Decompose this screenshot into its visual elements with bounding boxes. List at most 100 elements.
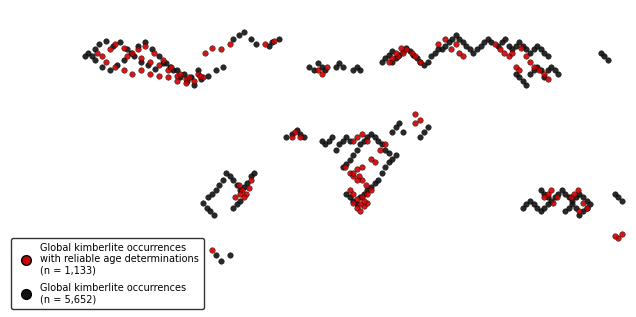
Point <box>225 42 235 47</box>
Point <box>370 181 380 186</box>
Point <box>504 43 514 48</box>
Point <box>181 80 191 85</box>
Point <box>511 64 521 69</box>
Point <box>207 191 217 196</box>
Point <box>444 40 454 45</box>
Point <box>154 54 164 59</box>
Point <box>349 191 359 196</box>
Point <box>175 75 185 80</box>
Point <box>154 73 164 78</box>
Point <box>567 198 577 203</box>
Point <box>539 71 550 76</box>
Point <box>574 212 584 217</box>
Point <box>216 47 226 52</box>
Point <box>136 68 146 73</box>
Point <box>408 52 418 57</box>
Point <box>412 55 422 61</box>
Point <box>165 64 175 69</box>
Point <box>341 191 351 196</box>
Point <box>136 55 146 61</box>
Point <box>404 49 415 54</box>
Point <box>244 186 254 191</box>
Point <box>299 135 309 140</box>
Point <box>571 205 581 210</box>
Point <box>380 55 391 61</box>
Point <box>522 202 532 207</box>
Point <box>166 64 176 69</box>
Point <box>529 68 539 73</box>
Point <box>320 68 330 73</box>
Point <box>83 50 93 55</box>
Point <box>182 79 192 84</box>
Point <box>104 47 114 52</box>
Point <box>476 43 486 48</box>
Point <box>525 50 535 55</box>
Point <box>518 79 528 84</box>
Point <box>232 202 242 207</box>
Point <box>334 61 344 66</box>
Point <box>349 200 359 205</box>
Point <box>396 45 406 50</box>
Point <box>543 191 553 196</box>
Point <box>126 50 136 55</box>
Point <box>228 36 238 41</box>
Point <box>349 170 359 175</box>
Point <box>163 68 173 73</box>
Point <box>359 204 369 209</box>
Point <box>356 195 366 200</box>
Point <box>225 174 235 179</box>
Point <box>603 57 613 62</box>
Point <box>515 68 525 73</box>
Point <box>532 205 542 210</box>
Point <box>447 36 457 41</box>
Point <box>422 59 432 64</box>
Point <box>543 54 553 59</box>
Point <box>349 138 359 143</box>
Point <box>245 36 256 41</box>
Point <box>263 43 273 48</box>
Point <box>522 82 532 87</box>
Point <box>359 138 369 143</box>
Point <box>543 195 553 200</box>
Point <box>334 142 344 147</box>
Point <box>269 38 279 43</box>
Point <box>504 54 514 59</box>
Point <box>143 63 153 68</box>
Point <box>292 128 302 133</box>
Point <box>108 43 118 48</box>
Point <box>451 33 461 38</box>
Point <box>352 147 362 152</box>
Point <box>122 47 132 52</box>
Point <box>179 71 189 76</box>
Point <box>228 205 238 210</box>
Point <box>238 195 249 200</box>
Point <box>536 188 546 193</box>
Point <box>240 191 251 196</box>
Point <box>110 64 120 69</box>
Point <box>472 47 482 52</box>
Point <box>465 47 475 52</box>
Point <box>539 205 550 210</box>
Point <box>429 50 439 55</box>
Point <box>207 45 217 50</box>
Point <box>361 182 371 187</box>
Point <box>563 205 574 210</box>
Point <box>461 43 471 48</box>
Point <box>419 63 429 68</box>
Point <box>511 71 521 76</box>
Point <box>274 36 284 41</box>
Point <box>486 40 496 45</box>
Point <box>309 68 319 73</box>
Point <box>356 202 366 207</box>
Point <box>111 63 121 68</box>
Point <box>370 135 380 140</box>
Point <box>338 64 348 69</box>
Point <box>216 258 226 263</box>
Point <box>522 47 532 52</box>
Point <box>147 47 157 52</box>
Point <box>548 200 558 205</box>
Point <box>384 151 394 156</box>
Point <box>581 198 591 203</box>
Point <box>357 165 367 170</box>
Point <box>373 177 383 182</box>
